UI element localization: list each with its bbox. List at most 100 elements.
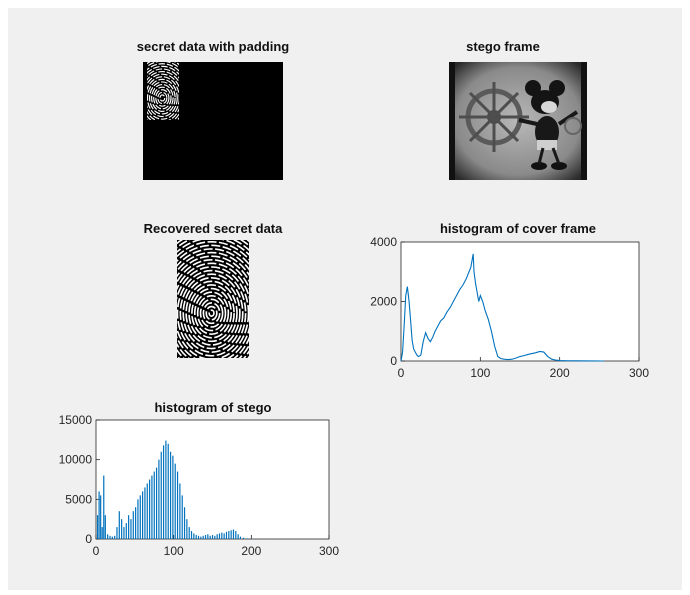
histogram-bar — [96, 515, 99, 539]
histogram-bar — [200, 536, 202, 539]
histogram-bar — [103, 475, 105, 539]
histogram-bar — [242, 537, 245, 539]
histogram-bar — [169, 451, 172, 539]
y-tick-label: 15000 — [59, 413, 93, 427]
fingerprint-ridge — [177, 266, 249, 358]
x-tick-label: 200 — [241, 544, 261, 558]
fingerprint-ridge — [177, 248, 249, 358]
fingerprint-ridge — [196, 294, 227, 332]
y-tick-label: 0 — [390, 354, 397, 368]
histogram-bar — [179, 483, 181, 539]
histogram-bar — [221, 532, 223, 539]
chart-title: histogram of cover frame — [440, 221, 596, 236]
histogram-bar — [162, 445, 165, 539]
histogram-bar — [118, 511, 120, 539]
histogram-bar — [186, 519, 188, 539]
histogram-bar — [195, 535, 197, 539]
histogram-bar — [202, 535, 204, 539]
plot-area — [95, 419, 330, 540]
histogram-bar — [228, 531, 230, 539]
histogram-bar — [235, 531, 237, 539]
fingerprint-ridge — [177, 240, 249, 261]
histogram-bar — [146, 483, 148, 539]
x-tick-label: 0 — [398, 366, 405, 380]
fingerprint-ridge — [148, 81, 176, 115]
histogram-bar — [174, 463, 176, 539]
fingerprint-ridge — [177, 255, 249, 358]
histogram-bar — [207, 534, 209, 539]
fingerprint-pattern — [177, 240, 249, 358]
histogram-bar — [183, 507, 186, 539]
y-tick-label: 2000 — [370, 295, 397, 309]
histogram-bar — [104, 515, 106, 539]
histogram-bar — [128, 515, 130, 539]
histogram-bar — [172, 455, 174, 539]
histogram-bar — [148, 479, 151, 539]
histogram-bar — [239, 536, 242, 539]
cover-frame-histogram: histogram of cover frame 0 100 200 300 0 2000… — [370, 221, 649, 380]
fingerprint-ridge — [177, 258, 249, 358]
histogram-bar — [121, 519, 123, 539]
histogram-bar — [216, 534, 218, 539]
recovered-fingerprint-image — [177, 240, 249, 358]
histogram-bar — [246, 538, 249, 539]
secret-padding-title: secret data with padding — [136, 39, 290, 54]
histogram-bar — [155, 467, 158, 539]
fingerprint-ridge — [147, 78, 178, 118]
fingerprint-ridge — [177, 269, 247, 357]
y-tick-label: 10000 — [59, 453, 93, 467]
fingerprint-ridge — [188, 284, 235, 343]
histogram-bar — [98, 491, 100, 539]
y-tick-label: 4000 — [370, 235, 397, 249]
histogram-bar — [225, 531, 228, 539]
histogram-bar — [123, 527, 125, 539]
histogram-bar — [100, 495, 102, 539]
histogram-bar — [204, 535, 207, 539]
fingerprint-ridge — [205, 305, 218, 321]
histogram-bar — [167, 443, 169, 539]
histogram-bar — [142, 491, 144, 539]
chart-title: histogram of stego — [154, 400, 271, 415]
histogram-bar — [181, 495, 183, 539]
fingerprint-ridge — [177, 251, 249, 358]
histogram-bar — [190, 531, 193, 539]
histogram-bar — [197, 535, 200, 539]
histogram-bar — [101, 527, 103, 539]
fingerprint-ridge — [147, 76, 179, 120]
y-tick-label: 0 — [85, 532, 92, 546]
histogram-bar — [214, 535, 216, 539]
figure-window: secret data with padding stego frame — [8, 8, 682, 590]
histogram-bar — [211, 535, 214, 539]
histogram-bar — [158, 459, 160, 539]
histogram-bar — [218, 533, 221, 539]
fingerprint-ridge — [191, 287, 233, 339]
fingerprint-ridge — [147, 73, 179, 120]
x-tick-label: 300 — [629, 366, 649, 380]
fingerprint-ridge — [151, 83, 174, 112]
histogram-bar — [237, 534, 239, 539]
fingerprint-ridge — [147, 65, 179, 76]
fingerprint-ridge — [153, 86, 172, 110]
y-tick-label: 5000 — [65, 492, 92, 506]
stego-frame-image — [449, 62, 587, 180]
secret-padding-image — [143, 62, 283, 180]
histogram-bar — [153, 471, 155, 539]
fingerprint-ridge — [147, 70, 179, 120]
fingerprint-ridge — [193, 291, 230, 335]
histogram-bar — [144, 487, 146, 539]
fingerprint-ridge — [202, 302, 221, 325]
x-tick-label: 300 — [319, 544, 339, 558]
fingerprint-ridge — [159, 94, 166, 102]
histogram-bar — [165, 440, 167, 539]
fingerprint-ridge — [185, 280, 238, 346]
stego-frame-title: stego frame — [466, 39, 540, 54]
histogram-bar — [135, 507, 137, 539]
fingerprint-patch — [147, 62, 179, 120]
histogram-bar — [223, 533, 225, 539]
histogram-bar — [230, 530, 232, 539]
histogram-bar — [188, 527, 190, 539]
histogram-bar — [107, 534, 109, 539]
plot-area — [400, 241, 640, 362]
fingerprint-ridge — [182, 276, 241, 350]
fingerprint-ridge — [157, 91, 168, 105]
